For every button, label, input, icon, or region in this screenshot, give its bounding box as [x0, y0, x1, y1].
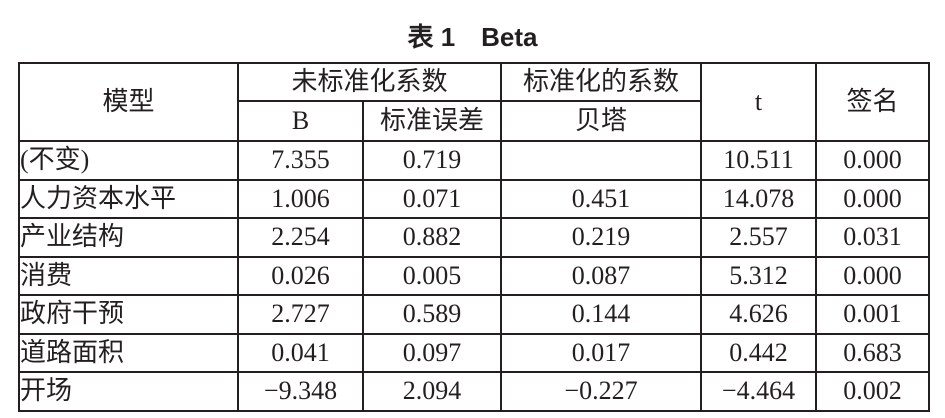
- table-cell: −0.227: [500, 371, 702, 412]
- row-label: 产业结构: [18, 217, 239, 258]
- table-row: 政府干预 2.727 0.589 0.144 4.626 0.001: [18, 294, 930, 335]
- row-label: 人力资本水平: [18, 178, 239, 219]
- header-cell: 贝塔: [500, 100, 702, 142]
- table-cell: 0.017: [500, 332, 702, 373]
- table-cell: −9.348: [237, 371, 364, 412]
- table-row: 人力资本水平 1.006 0.071 0.451 14.078 0.000: [18, 178, 930, 219]
- row-label: 道路面积: [18, 332, 239, 373]
- table-cell: 0.026: [237, 255, 364, 296]
- table-cell: 0.071: [362, 178, 502, 219]
- header-cell: 标准化的系数: [500, 62, 702, 102]
- header-cell: 模型: [18, 62, 239, 142]
- table-cell: 0.589: [362, 294, 502, 335]
- table-cell: 0.031: [815, 217, 930, 258]
- header-cell: 未标准化系数: [237, 62, 502, 102]
- header-cell: t: [700, 62, 817, 142]
- table-cell: 14.078: [700, 178, 817, 219]
- table-cell: 0.041: [237, 332, 364, 373]
- table-cell: 0.097: [362, 332, 502, 373]
- table-row: 产业结构 2.254 0.882 0.219 2.557 0.031: [18, 217, 930, 258]
- row-label: (不变): [18, 140, 239, 181]
- table-cell: 0.000: [815, 255, 930, 296]
- table-cell: 0.005: [362, 255, 502, 296]
- table-cell: 0.144: [500, 294, 702, 335]
- table-cell: 4.626: [700, 294, 817, 335]
- row-label: 政府干预: [18, 294, 239, 335]
- table-cell: 1.006: [237, 178, 364, 219]
- table-row: 道路面积 0.041 0.097 0.017 0.442 0.683: [18, 332, 930, 373]
- table-cell: 0.719: [362, 140, 502, 181]
- table-title: 表 1 Beta: [407, 22, 538, 52]
- table-cell: 0.683: [815, 332, 930, 373]
- table-row: (不变) 7.355 0.719 10.511 0.000: [18, 140, 930, 181]
- table-cell: 0.442: [700, 332, 817, 373]
- table-cell: 0.219: [500, 217, 702, 258]
- table-cell: 0.001: [815, 294, 930, 335]
- table-cell: 0.087: [500, 255, 702, 296]
- data-table: 模型 未标准化系数 标准化的系数 t 签名 B 标准误差 贝塔 (不变) 7.35…: [18, 62, 930, 412]
- row-label: 消费: [18, 255, 239, 296]
- header-cell: 签名: [815, 62, 930, 142]
- header-cell: B: [237, 100, 364, 142]
- table-cell: 0.002: [815, 371, 930, 412]
- table-cell: 0.000: [815, 178, 930, 219]
- header-cell: 标准误差: [362, 100, 502, 142]
- table-cell: 2.254: [237, 217, 364, 258]
- row-label: 开场: [18, 371, 239, 412]
- table-row: 开场 −9.348 2.094 −0.227 −4.464 0.002: [18, 371, 930, 412]
- table-cell: 2.094: [362, 371, 502, 412]
- table-cell: [500, 140, 702, 181]
- table-cell: 5.312: [700, 255, 817, 296]
- table-cell: 2.727: [237, 294, 364, 335]
- table-cell: −4.464: [700, 371, 817, 412]
- table-cell: 0.451: [500, 178, 702, 219]
- table-cell: 0.882: [362, 217, 502, 258]
- table-cell: 2.557: [700, 217, 817, 258]
- table-cell: 7.355: [237, 140, 364, 181]
- table-cell: 10.511: [700, 140, 817, 181]
- table-row: 消费 0.026 0.005 0.087 5.312 0.000: [18, 255, 930, 296]
- table-cell: 0.000: [815, 140, 930, 181]
